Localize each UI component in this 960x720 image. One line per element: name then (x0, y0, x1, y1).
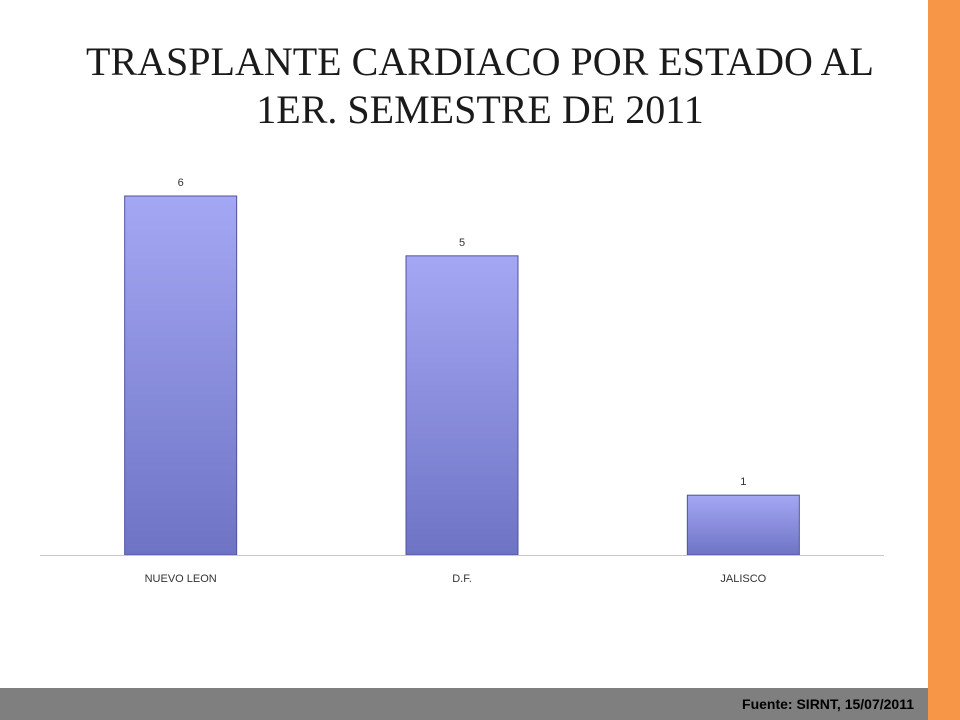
bar-chart: 6 NUEVO LEON 5 D.F. 1 JALISCO (40, 177, 884, 585)
bar-d-f (405, 255, 519, 556)
x-tick-label: JALISCO (720, 573, 766, 585)
chart-title-line-1: TRASPLANTE CARDIACO POR ESTADO AL (86, 39, 874, 84)
data-label: 5 (459, 237, 465, 249)
data-label: 1 (740, 476, 746, 488)
bar-jalisco (686, 494, 800, 556)
footer-band: Fuente: SIRNT, 15/07/2011 (0, 688, 928, 720)
bar-nuevo-leon (124, 195, 238, 556)
accent-bar (928, 0, 960, 720)
x-tick-label: NUEVO LEON (145, 573, 217, 585)
data-label: 6 (178, 177, 184, 189)
source-note: Fuente: SIRNT, 15/07/2011 (742, 696, 914, 712)
chart-title-line-2: 1ER. SEMESTRE DE 2011 (256, 87, 704, 132)
x-tick-label: D.F. (452, 573, 472, 585)
chart-title: TRASPLANTE CARDIACO POR ESTADO AL 1ER. S… (30, 38, 930, 134)
